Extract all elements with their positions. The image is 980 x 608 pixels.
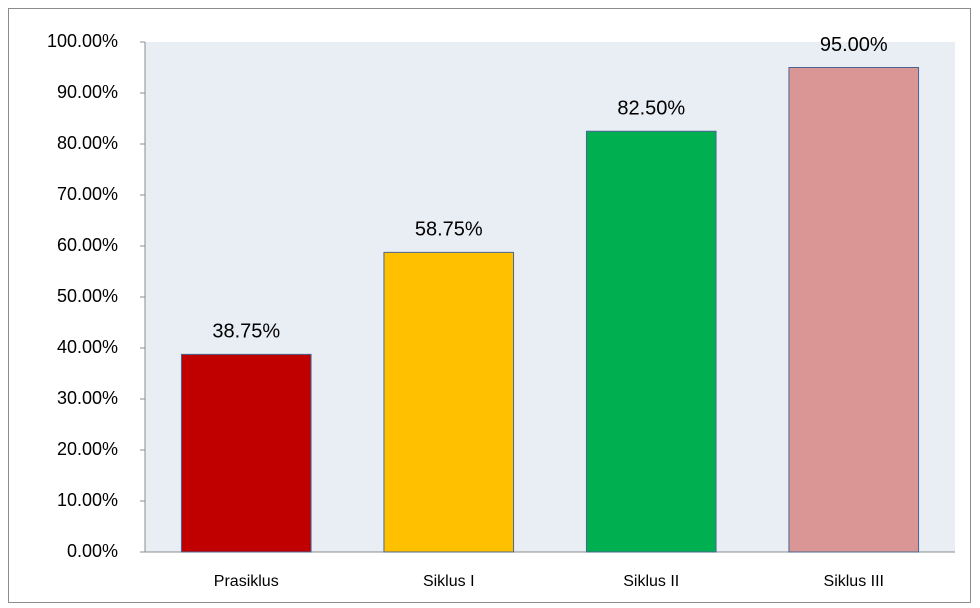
bar [585, 130, 717, 553]
y-tick-label: 90.00% [57, 82, 118, 102]
y-tick-label: 70.00% [57, 184, 118, 204]
y-tick-label: 60.00% [57, 235, 118, 255]
y-tick-label: 40.00% [57, 337, 118, 357]
y-tick-label: 20.00% [57, 439, 118, 459]
x-tick-label: Siklus I [423, 573, 475, 590]
y-tick-label: 50.00% [57, 286, 118, 306]
x-tick-label: Siklus III [824, 573, 884, 590]
value-label: 82.50% [617, 98, 685, 120]
y-tick-label: 100.00% [47, 31, 118, 51]
value-label: 95.00% [820, 34, 888, 56]
x-tick-label: Siklus II [623, 573, 679, 590]
y-tick-label: 30.00% [57, 388, 118, 408]
y-tick-label: 10.00% [57, 490, 118, 510]
y-tick-label: 80.00% [57, 133, 118, 153]
y-tick-label: 0.00% [67, 541, 118, 561]
value-label: 58.75% [415, 219, 483, 241]
x-tick-label: Prasiklus [214, 573, 279, 590]
bar [383, 251, 515, 553]
bar [788, 67, 920, 553]
value-label: 38.75% [212, 321, 280, 343]
bar [180, 353, 312, 553]
